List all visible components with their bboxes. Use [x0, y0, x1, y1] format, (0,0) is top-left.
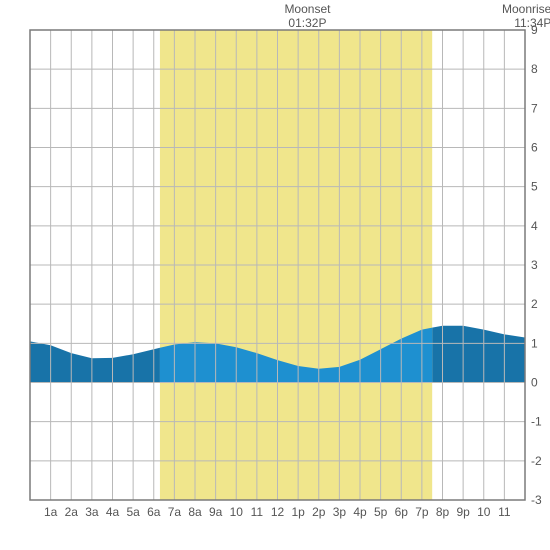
moonset-time: 01:32P — [288, 16, 326, 30]
x-tick-label: 1p — [291, 505, 305, 519]
y-tick-label: 8 — [531, 62, 538, 76]
x-tick-label: 7a — [168, 505, 182, 519]
y-tick-label: 6 — [531, 141, 538, 155]
x-tick-label: 3p — [333, 505, 347, 519]
x-tick-label: 11 — [498, 505, 511, 519]
x-tick-label: 8a — [188, 505, 202, 519]
x-tick-label: 1a — [44, 505, 58, 519]
y-tick-label: 2 — [531, 297, 538, 311]
moonrise-header: Moonrise 11:34P — [502, 2, 550, 31]
moonrise-time: 11:34P — [514, 16, 550, 30]
moonset-header: Moonset 01:32P — [284, 2, 330, 31]
x-tick-label: 9p — [456, 505, 470, 519]
chart-svg: -3-2-101234567891a2a3a4a5a6a7a8a9a101112… — [0, 0, 550, 550]
moonset-title: Moonset — [284, 2, 330, 16]
x-tick-label: 5a — [126, 505, 140, 519]
y-tick-label: 4 — [531, 219, 538, 233]
x-tick-label: 6a — [147, 505, 161, 519]
y-tick-label: -3 — [531, 493, 542, 507]
x-tick-label: 10 — [230, 505, 244, 519]
x-tick-label: 11 — [251, 505, 264, 519]
x-tick-label: 9a — [209, 505, 223, 519]
x-tick-label: 2a — [65, 505, 79, 519]
y-tick-label: 0 — [531, 376, 538, 390]
x-tick-label: 7p — [415, 505, 429, 519]
y-tick-label: 7 — [531, 101, 538, 115]
y-tick-label: 5 — [531, 180, 538, 194]
x-tick-label: 8p — [436, 505, 450, 519]
x-tick-label: 4p — [353, 505, 367, 519]
moonrise-title: Moonrise — [502, 2, 550, 16]
tide-chart: Moonset 01:32P Moonrise 11:34P -3-2-1012… — [0, 0, 550, 550]
x-tick-label: 5p — [374, 505, 388, 519]
x-tick-label: 3a — [85, 505, 99, 519]
x-tick-label: 10 — [477, 505, 491, 519]
y-tick-label: 1 — [531, 336, 538, 350]
x-tick-label: 2p — [312, 505, 326, 519]
y-tick-label: 3 — [531, 258, 538, 272]
x-tick-label: 12 — [271, 505, 285, 519]
x-tick-label: 4a — [106, 505, 120, 519]
y-tick-label: -2 — [531, 454, 542, 468]
x-tick-label: 6p — [395, 505, 409, 519]
y-tick-label: -1 — [531, 415, 542, 429]
